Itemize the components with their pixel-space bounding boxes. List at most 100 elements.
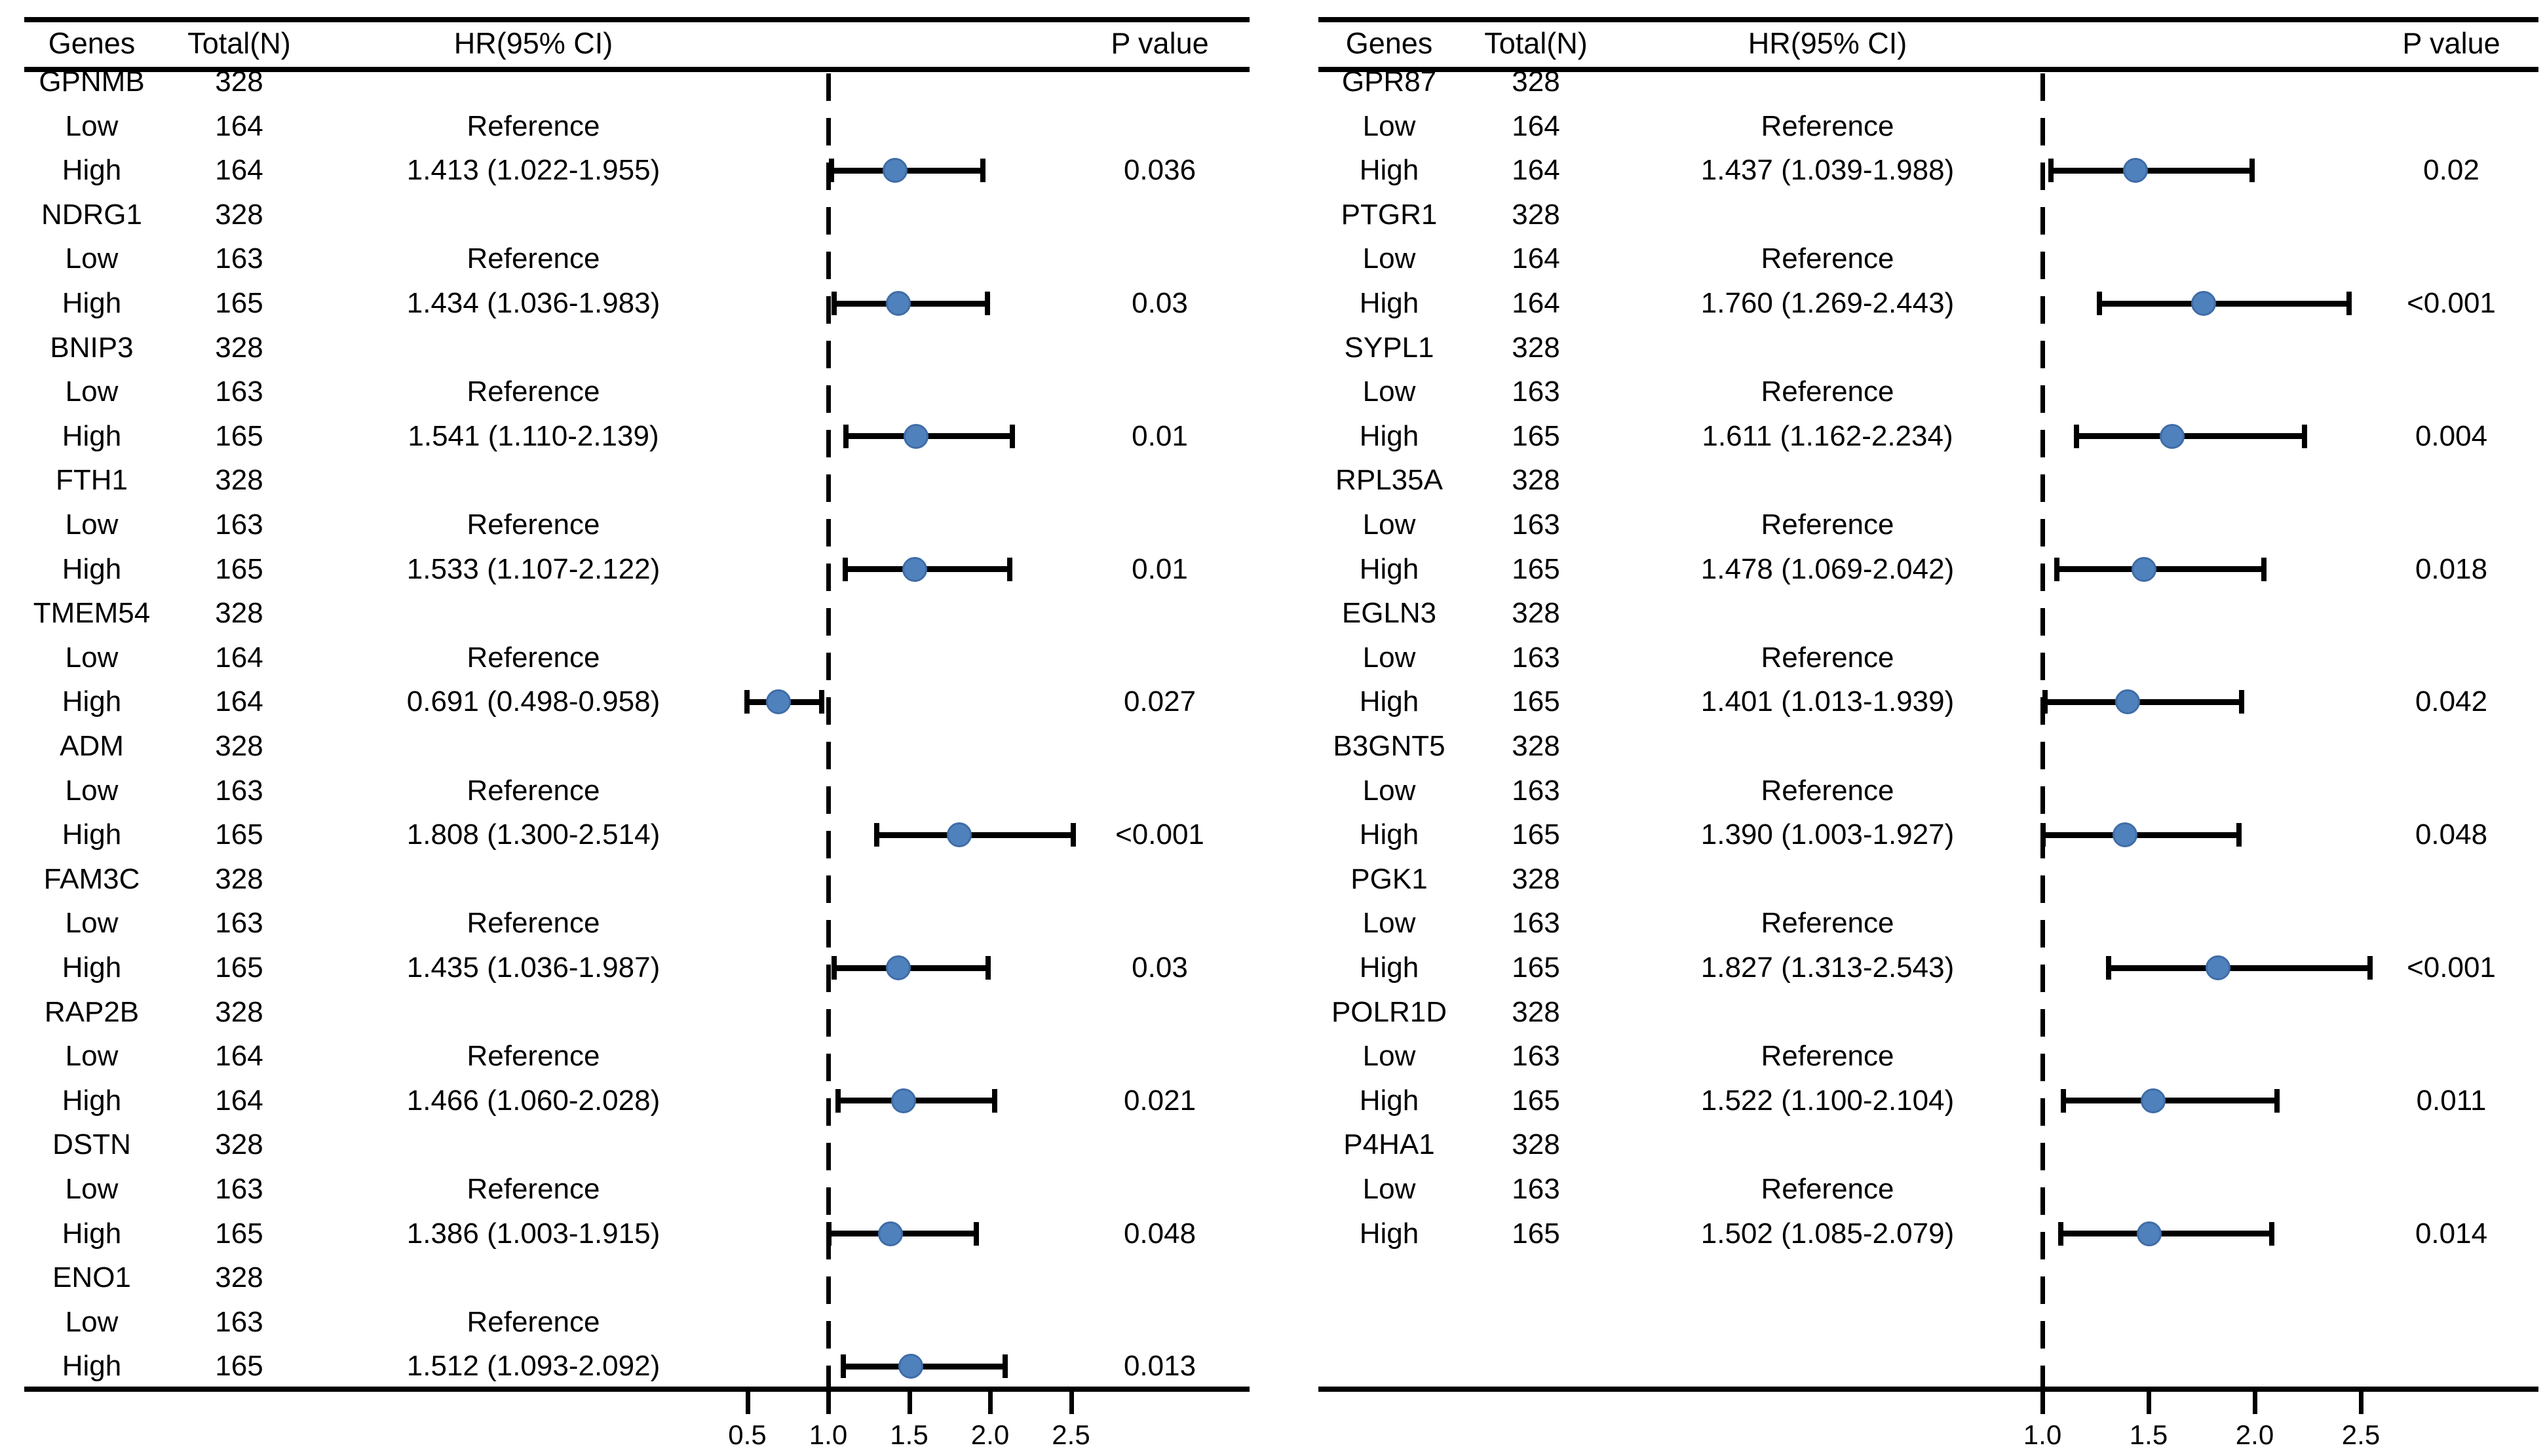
ci-cap-right [985, 956, 991, 980]
gene-name: RPL35A [1335, 464, 1443, 497]
subgroup-n-low: 164 [1512, 109, 1560, 142]
axis-tick [2040, 1392, 2045, 1414]
ci-cap-left [843, 424, 849, 448]
hr-ci-text: 1.390 (1.003-1.927) [1700, 818, 1955, 851]
column-header-total: Total(N) [1484, 26, 1588, 60]
p-value: 0.02 [2423, 154, 2479, 187]
hr-ci-text: 1.437 (1.039-1.988) [1700, 154, 1955, 187]
p-value: 0.004 [2415, 419, 2488, 452]
ci-cap-left [840, 1354, 846, 1379]
ci-cap-right [2268, 1221, 2274, 1246]
reference-label: Reference [1761, 907, 1894, 940]
subgroup-n-low: 163 [1512, 641, 1560, 674]
ci-cap-right [2346, 292, 2352, 315]
subgroup-n-low: 164 [215, 109, 263, 142]
subgroup-label-high: High [1359, 1217, 1419, 1250]
subgroup-n-high: 165 [1512, 951, 1560, 984]
ci-cap-left [2097, 292, 2103, 315]
ci-cap-right [1010, 424, 1016, 448]
reference-label: Reference [467, 641, 600, 674]
hr-ci-text: 1.434 (1.036-1.983) [406, 287, 660, 319]
total-n: 328 [1512, 862, 1560, 895]
subgroup-n-high: 165 [215, 1217, 263, 1250]
subgroup-n-high: 165 [215, 818, 263, 851]
gene-name: FTH1 [56, 464, 128, 497]
ci-cap-left [826, 1221, 832, 1246]
reference-label: Reference [467, 508, 600, 541]
subgroup-label-low: Low [1362, 242, 1416, 275]
ci-cap-right [980, 159, 985, 183]
reference-label: Reference [467, 1305, 600, 1338]
gene-name: GPNMB [39, 66, 145, 98]
p-value: 0.013 [1123, 1350, 1196, 1383]
ci-cap-right [974, 1221, 979, 1246]
subgroup-n-high: 165 [215, 1350, 263, 1383]
ci-cap-left [2074, 424, 2080, 448]
ci-bar [833, 965, 988, 971]
ci-cap-left [2040, 823, 2046, 847]
subgroup-n-high: 165 [1512, 685, 1560, 718]
subgroup-n-low: 164 [215, 1040, 263, 1073]
axis-tick [2147, 1392, 2151, 1414]
ci-cap-right [1002, 1354, 1008, 1379]
ci-cap-right [984, 292, 990, 315]
ci-bar [837, 1098, 995, 1104]
hr-dot [898, 1354, 924, 1379]
ci-cap-right [2236, 823, 2242, 847]
subgroup-n-high: 165 [1512, 419, 1560, 452]
hr-ci-text: 1.522 (1.100-2.104) [1700, 1084, 1955, 1117]
reference-label: Reference [1761, 508, 1894, 541]
forest-panel-right: Genes Total(N) HR(95% CI) P value GPR87 328 Lo… [1274, 0, 2545, 1456]
ci-bar [2109, 965, 2370, 971]
ci-bar [2057, 566, 2264, 573]
subgroup-label-high: High [62, 154, 122, 187]
ci-bar [2042, 832, 2240, 838]
hr-ci-text: 1.435 (1.036-1.987) [406, 951, 660, 984]
p-value: 0.03 [1132, 951, 1188, 984]
subgroup-n-low: 163 [1512, 907, 1560, 940]
axis-tick [826, 1392, 831, 1414]
axis-tick-label: 0.5 [728, 1419, 767, 1450]
ci-cap-left [744, 690, 750, 714]
subgroup-n-high: 164 [215, 685, 263, 718]
ci-cap-left [835, 1088, 841, 1113]
total-n: 328 [1512, 597, 1560, 630]
subgroup-label-low: Low [65, 109, 119, 142]
subgroup-label-low: Low [65, 1305, 119, 1338]
column-header-p: P value [2402, 26, 2500, 60]
hr-ci-text: 1.466 (1.060-2.028) [406, 1084, 660, 1117]
subgroup-n-high: 165 [215, 287, 263, 319]
axis-tick [1069, 1392, 1074, 1414]
subgroup-n-low: 163 [1512, 774, 1560, 807]
column-header-p: P value [1111, 26, 1209, 60]
subgroup-label-high: High [1359, 154, 1419, 187]
total-n: 328 [1512, 995, 1560, 1028]
subgroup-label-high: High [62, 287, 122, 319]
column-header-genes: Genes [48, 26, 136, 60]
subgroup-label-low: Low [65, 907, 119, 940]
ci-cap-left [829, 159, 835, 183]
subgroup-n-low: 164 [1512, 242, 1560, 275]
hr-ci-text: 0.691 (0.498-0.958) [406, 685, 660, 718]
hr-dot [886, 955, 911, 980]
reference-line [826, 73, 831, 1387]
axis-tick-label: 2.0 [2235, 1419, 2274, 1450]
ci-cap-left [2057, 1221, 2063, 1246]
subgroup-label-low: Low [65, 1040, 119, 1073]
gene-name: FAM3C [43, 862, 140, 895]
table-header-rule [1318, 67, 2538, 72]
subgroup-n-low: 163 [215, 375, 263, 408]
axis-tick-label: 1.5 [2129, 1419, 2168, 1450]
hr-dot [2141, 1088, 2166, 1113]
subgroup-label-low: Low [65, 774, 119, 807]
ci-cap-right [991, 1088, 997, 1113]
ci-bar [846, 433, 1013, 440]
ci-cap-left [831, 292, 837, 315]
gene-name: TMEM54 [33, 597, 151, 630]
subgroup-n-high: 165 [1512, 1217, 1560, 1250]
subgroup-n-high: 164 [1512, 287, 1560, 319]
subgroup-label-low: Low [1362, 375, 1416, 408]
subgroup-n-low: 163 [1512, 1173, 1560, 1205]
ci-cap-right [818, 690, 824, 714]
subgroup-n-high: 165 [1512, 552, 1560, 585]
